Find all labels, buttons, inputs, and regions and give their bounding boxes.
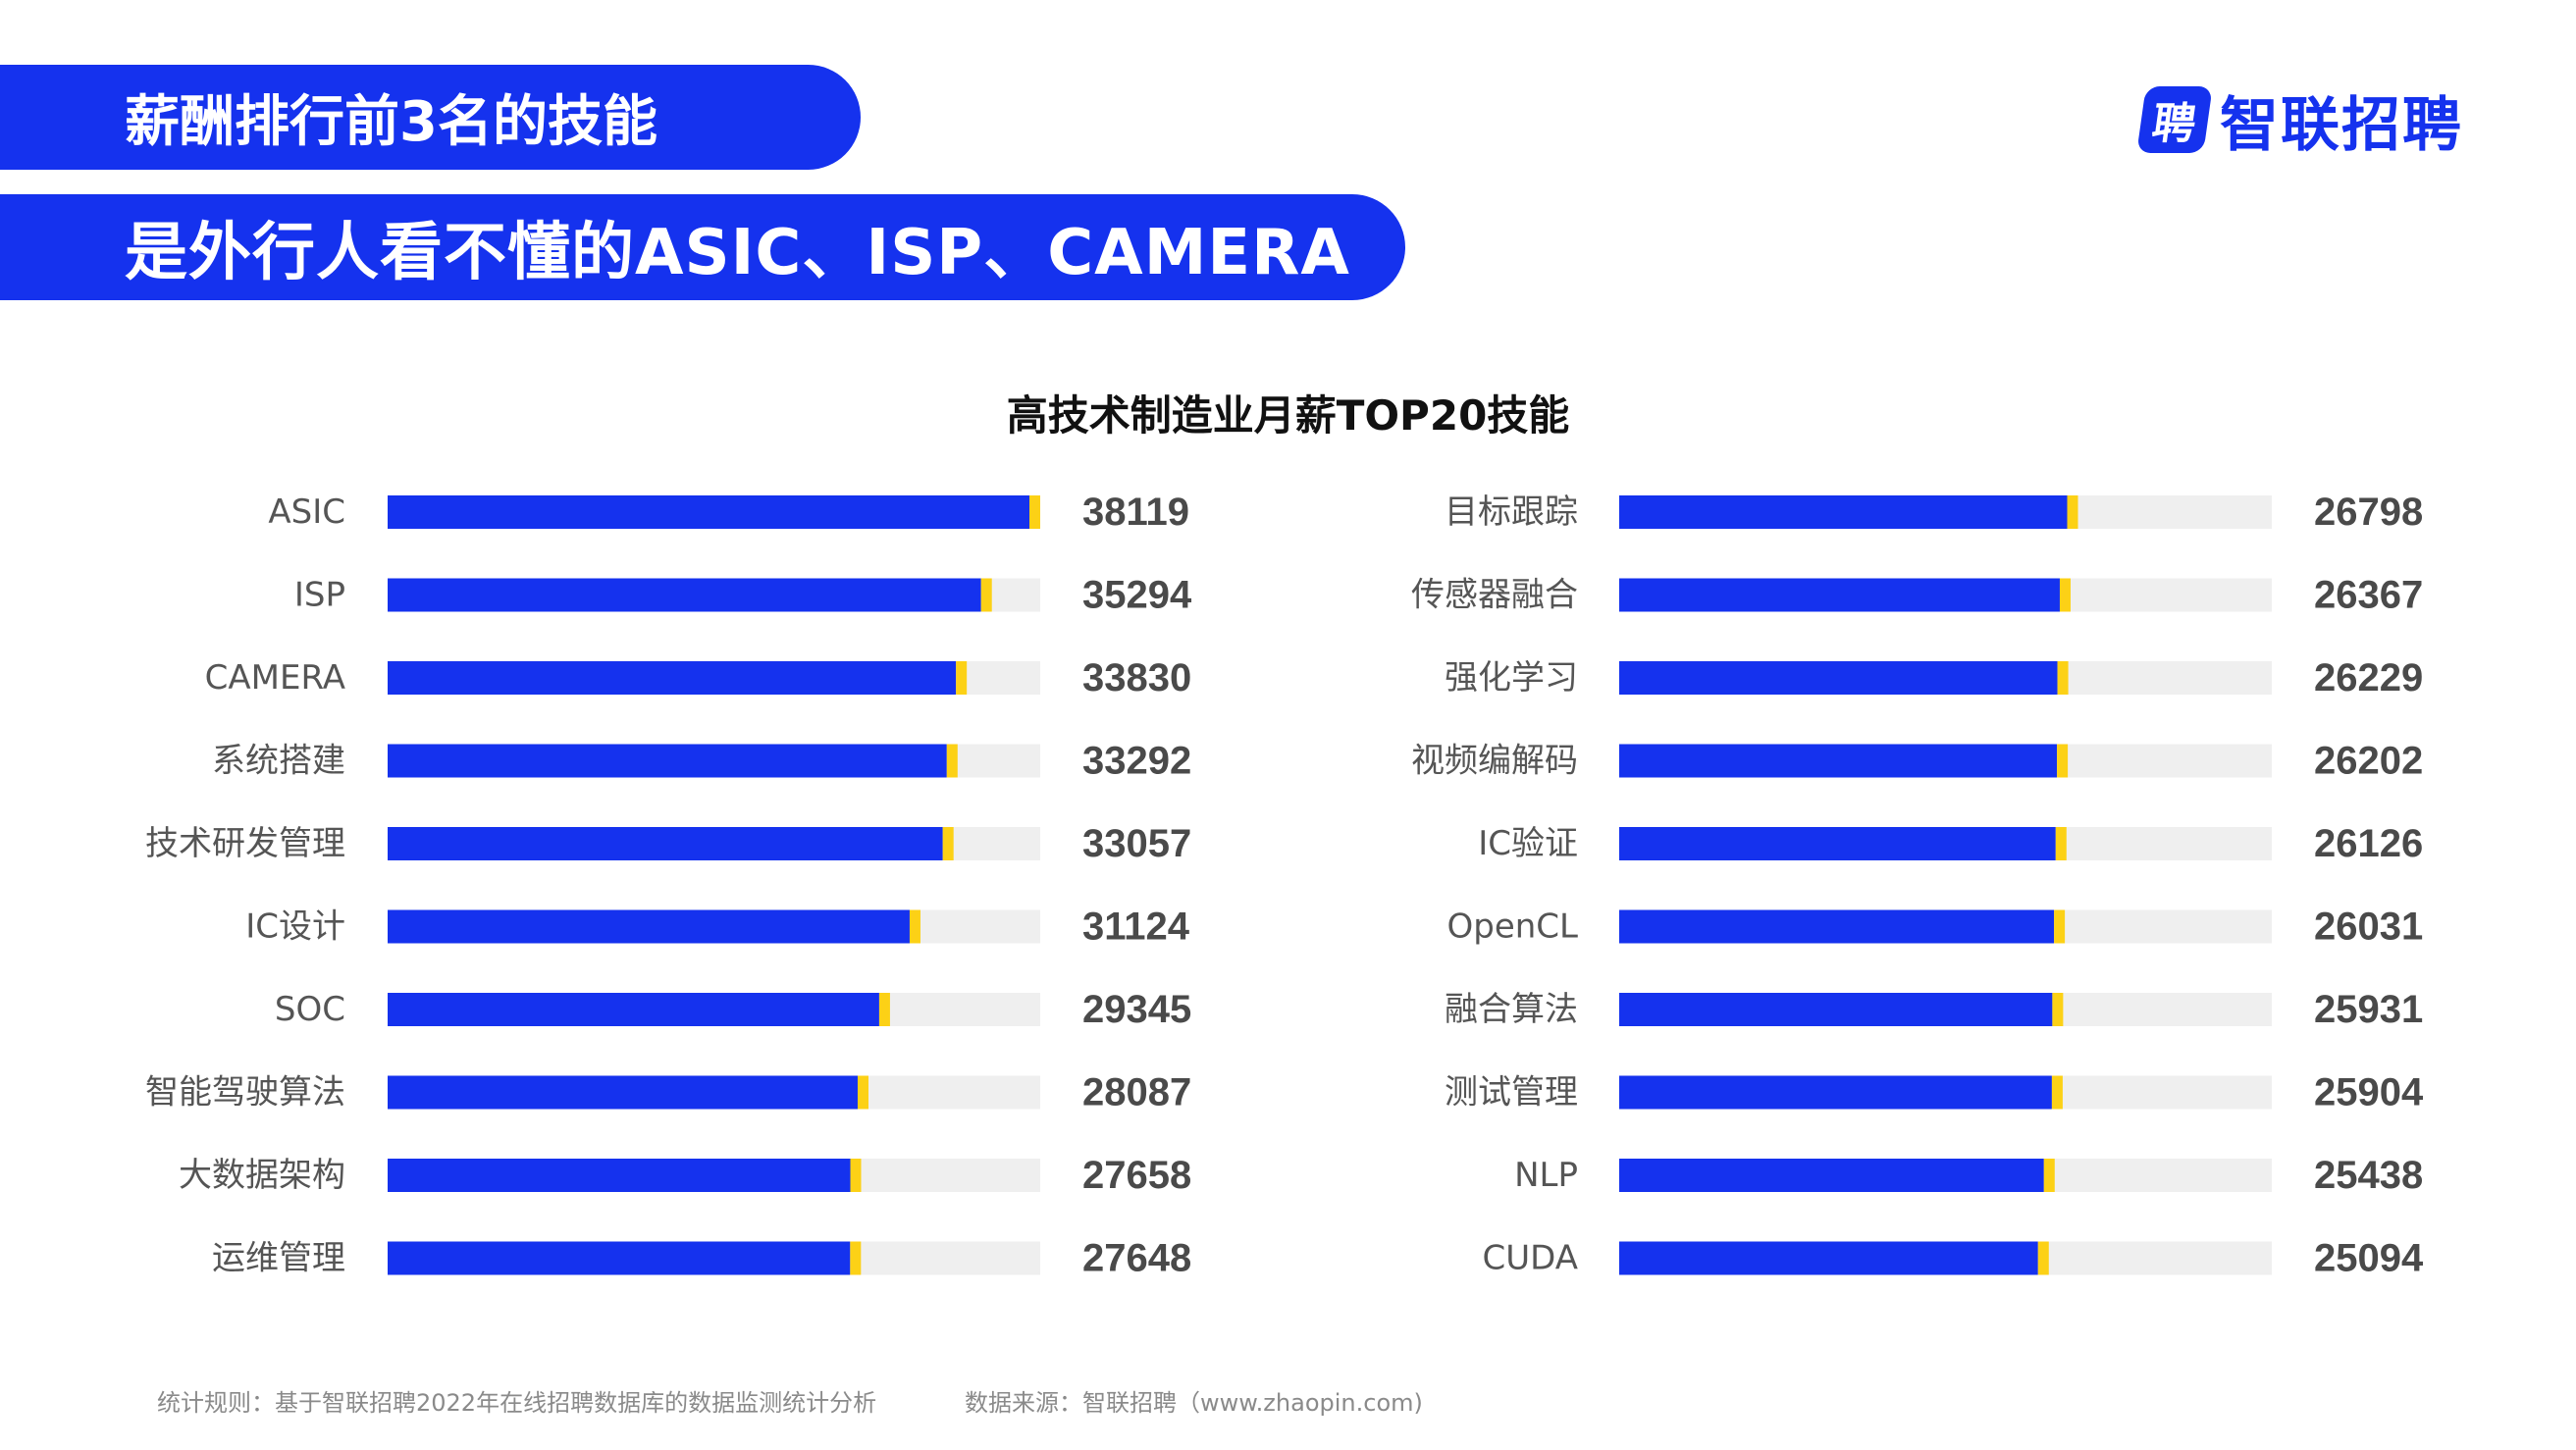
category-label: 技术研发管理 bbox=[145, 824, 345, 863]
category-label: 测试管理 bbox=[1445, 1073, 1578, 1113]
category-label: 传感器融合 bbox=[1411, 576, 1578, 615]
brand-logo: 聘 智联招聘 bbox=[2136, 80, 2463, 160]
bar-end-marker bbox=[946, 744, 958, 778]
value-label: 27648 bbox=[1082, 1237, 1191, 1280]
bar-end-marker bbox=[2052, 993, 2064, 1026]
bar bbox=[1619, 909, 2055, 944]
chart-title: 高技术制造业月薪TOP20技能 bbox=[1006, 391, 1570, 440]
bar bbox=[1619, 1241, 2038, 1275]
value-label: 29345 bbox=[1082, 988, 1191, 1031]
value-label: 35294 bbox=[1082, 574, 1192, 617]
footer-source: 数据来源：智联招聘（www.zhaopin.com) bbox=[965, 1389, 1423, 1417]
category-label: 智能驾驶算法 bbox=[145, 1073, 345, 1113]
bar-end-marker bbox=[857, 1075, 868, 1110]
bar bbox=[388, 1075, 858, 1110]
category-label: 大数据架构 bbox=[179, 1156, 345, 1195]
bar bbox=[388, 827, 943, 860]
bar bbox=[388, 661, 957, 695]
headline-line-1-text: 薪酬排行前3名的技能 bbox=[125, 90, 657, 154]
bar-end-marker bbox=[2057, 744, 2069, 778]
bar-end-marker bbox=[850, 1159, 862, 1192]
category-label: 融合算法 bbox=[1445, 990, 1578, 1029]
bar-end-marker bbox=[1029, 495, 1040, 529]
bar-end-marker bbox=[2043, 1159, 2055, 1192]
category-label: ASIC bbox=[268, 492, 345, 532]
bar-end-marker bbox=[850, 1241, 862, 1275]
category-label: CUDA bbox=[1483, 1239, 1578, 1278]
bar bbox=[1619, 1075, 2052, 1110]
bar bbox=[388, 744, 947, 778]
category-label: SOC bbox=[275, 990, 345, 1029]
bar-end-marker bbox=[2054, 909, 2066, 944]
category-label: CAMERA bbox=[205, 658, 345, 698]
value-label: 33057 bbox=[1082, 822, 1191, 865]
bar bbox=[1619, 578, 2060, 612]
category-label: 视频编解码 bbox=[1411, 742, 1578, 781]
bar-end-marker bbox=[956, 661, 968, 695]
bar-end-marker bbox=[2037, 1241, 2049, 1275]
value-label: 28087 bbox=[1082, 1071, 1191, 1114]
bar bbox=[1619, 744, 2058, 778]
value-label: 31124 bbox=[1082, 906, 1190, 949]
headline-line-1: 薪酬排行前3名的技能 bbox=[0, 65, 861, 170]
category-label: 系统搭建 bbox=[212, 742, 345, 781]
footer-rule: 统计规则：基于智联招聘2022年在线招聘数据库的数据监测统计分析 bbox=[157, 1389, 877, 1417]
value-label: 26367 bbox=[2314, 574, 2423, 617]
category-label: ISP bbox=[294, 576, 345, 615]
value-label: 26126 bbox=[2314, 822, 2423, 865]
value-label: 25438 bbox=[2314, 1154, 2423, 1197]
value-label: 26229 bbox=[2314, 656, 2423, 699]
bar bbox=[1619, 661, 2058, 695]
value-label: 25094 bbox=[2314, 1237, 2424, 1280]
value-label: 25904 bbox=[2314, 1071, 2424, 1114]
bar bbox=[388, 495, 1029, 529]
category-label: IC验证 bbox=[1478, 824, 1578, 863]
value-label: 25931 bbox=[2314, 988, 2423, 1031]
bar-end-marker bbox=[2059, 578, 2071, 612]
bar bbox=[388, 1159, 851, 1192]
bar-end-marker bbox=[2055, 827, 2067, 860]
bar bbox=[1619, 993, 2053, 1026]
value-label: 27658 bbox=[1082, 1154, 1191, 1197]
bar-end-marker bbox=[878, 993, 890, 1026]
bar bbox=[388, 909, 910, 944]
category-label: 运维管理 bbox=[212, 1239, 345, 1278]
bar-end-marker bbox=[2057, 661, 2069, 695]
brand-name: 智联招聘 bbox=[2220, 90, 2463, 160]
category-label: 目标跟踪 bbox=[1445, 492, 1578, 532]
value-label: 26031 bbox=[2314, 906, 2423, 949]
bar-end-marker bbox=[942, 827, 954, 860]
bar bbox=[388, 993, 879, 1026]
bar bbox=[388, 578, 981, 612]
category-label: OpenCL bbox=[1447, 907, 1579, 947]
value-label: 33292 bbox=[1082, 740, 1191, 783]
value-label: 33830 bbox=[1082, 656, 1191, 699]
bar-end-marker bbox=[980, 578, 992, 612]
value-label: 26202 bbox=[2314, 740, 2423, 783]
category-label: NLP bbox=[1514, 1156, 1578, 1195]
headline-line-2-text: 是外行人看不懂的ASIC、ISP、CAMERA bbox=[125, 217, 1350, 289]
value-label: 38119 bbox=[1082, 491, 1189, 534]
category-label: IC设计 bbox=[245, 907, 345, 947]
bar bbox=[388, 1241, 851, 1275]
bar bbox=[1619, 495, 2068, 529]
bar bbox=[1619, 1159, 2044, 1192]
value-label: 26798 bbox=[2314, 491, 2423, 534]
headline-line-2: 是外行人看不懂的ASIC、ISP、CAMERA bbox=[0, 194, 1405, 300]
bar-end-marker bbox=[909, 909, 920, 944]
bar-end-marker bbox=[2051, 1075, 2063, 1110]
bar bbox=[1619, 827, 2056, 860]
category-label: 强化学习 bbox=[1445, 658, 1578, 698]
bar-end-marker bbox=[2067, 495, 2078, 529]
